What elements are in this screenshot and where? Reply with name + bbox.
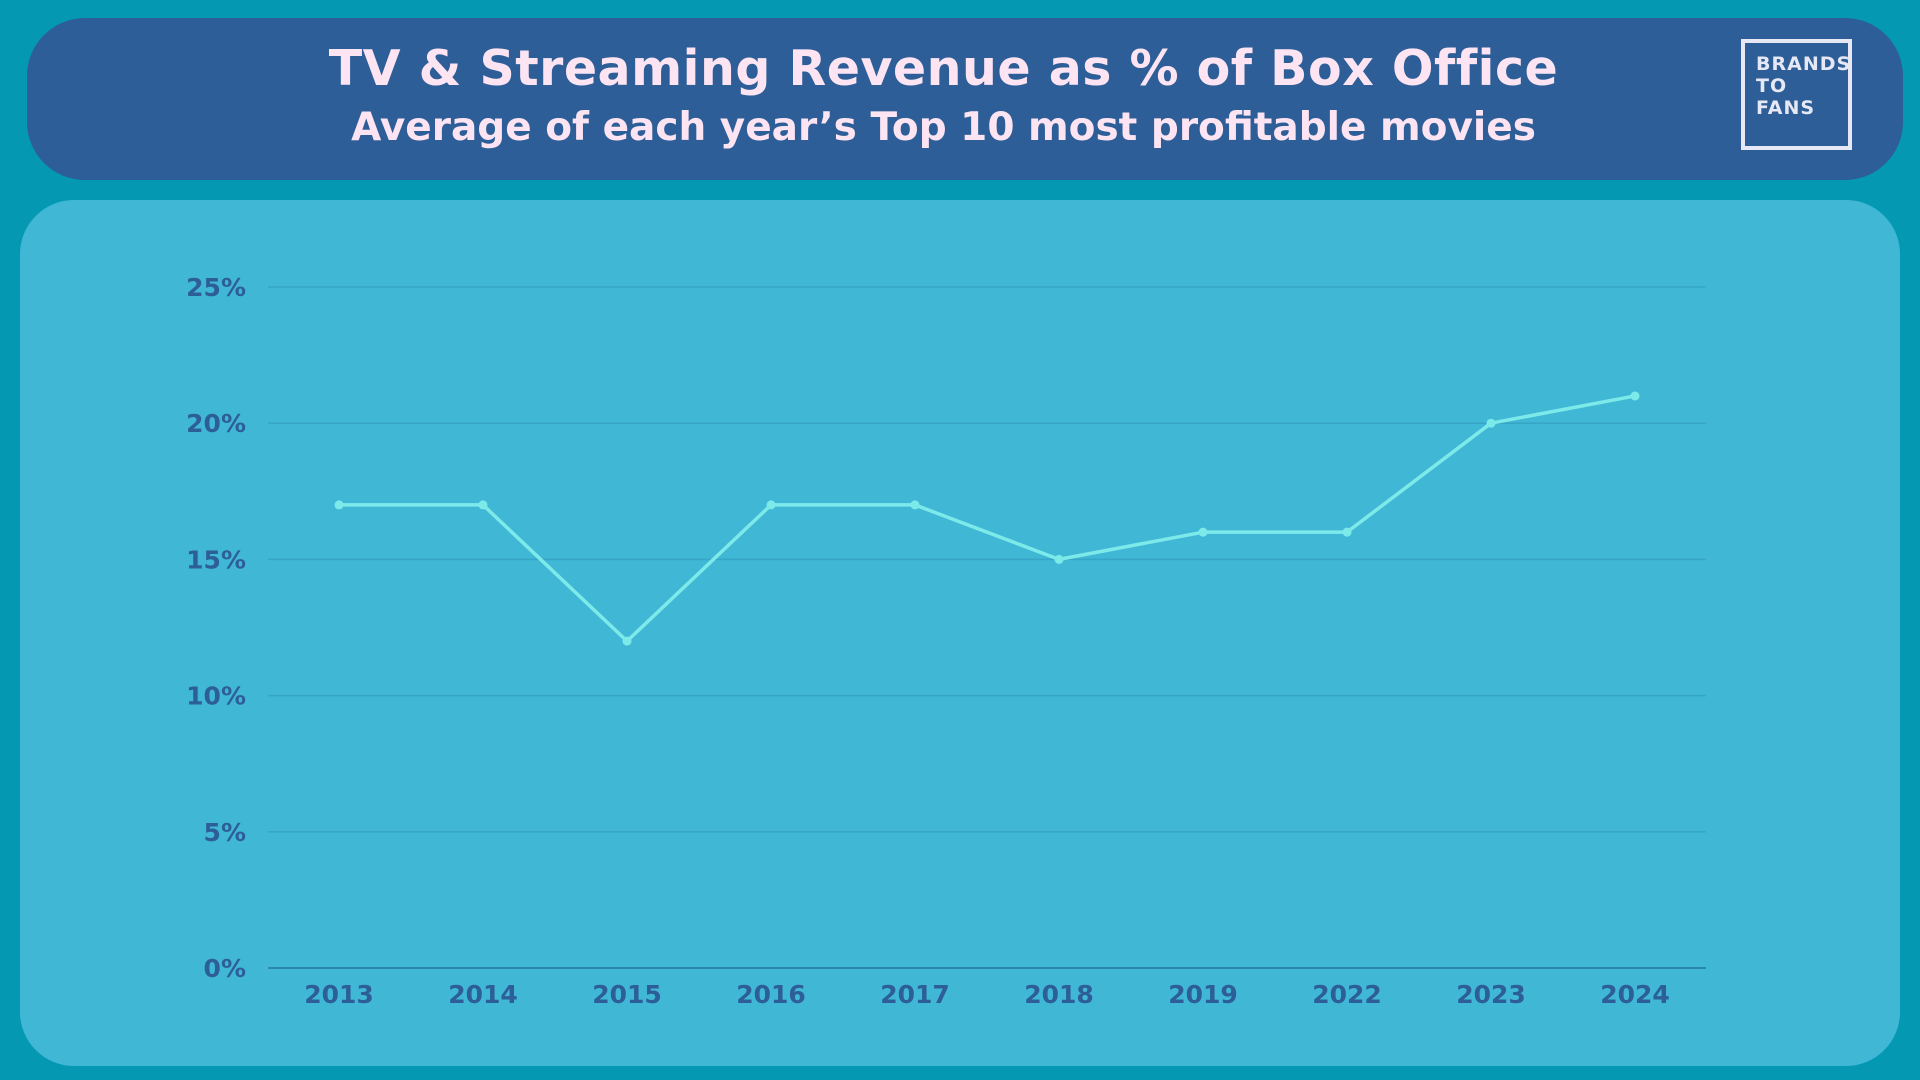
brand-logo: BRANDS TO FANS: [1741, 39, 1852, 150]
chart-header: [27, 18, 1903, 180]
x-tick-label: 2024: [1600, 980, 1670, 1009]
y-tick-label: 10%: [186, 682, 246, 711]
x-tick-label: 2014: [448, 980, 518, 1009]
logo-line-2: TO: [1756, 75, 1788, 97]
x-tick-label: 2015: [592, 980, 662, 1009]
data-point-2014: [478, 500, 488, 510]
chart-subtitle: Average of each year’s Top 10 most profi…: [351, 105, 1536, 150]
x-tick-label: 2016: [736, 980, 806, 1009]
x-tick-label: 2018: [1024, 980, 1094, 1009]
chart-title: TV & Streaming Revenue as % of Box Offic…: [328, 40, 1559, 97]
y-tick-label: 20%: [186, 409, 246, 438]
x-tick-label: 2019: [1168, 980, 1238, 1009]
x-tick-label: 2013: [304, 980, 374, 1009]
data-point-2022: [1342, 527, 1352, 537]
logo-line-1: BRANDS: [1756, 53, 1852, 75]
data-point-2015: [622, 636, 632, 646]
logo-line-3: FANS: [1756, 97, 1816, 119]
data-point-2024: [1630, 391, 1640, 401]
data-point-2018: [1054, 554, 1064, 564]
x-tick-label: 2023: [1456, 980, 1526, 1009]
x-tick-label: 2017: [880, 980, 950, 1009]
data-point-2019: [1198, 527, 1208, 537]
y-tick-label: 5%: [204, 818, 246, 847]
y-tick-label: 15%: [186, 545, 246, 574]
series-line: [339, 394, 1636, 643]
data-point-2013: [334, 500, 344, 510]
data-point-2016: [766, 500, 776, 510]
y-tick-label: 0%: [204, 954, 246, 983]
data-point-2017: [910, 500, 920, 510]
chart-panel: [20, 200, 1900, 1066]
x-tick-label: 2022: [1312, 980, 1382, 1009]
data-point-2023: [1486, 418, 1496, 428]
y-tick-label: 25%: [186, 273, 246, 302]
